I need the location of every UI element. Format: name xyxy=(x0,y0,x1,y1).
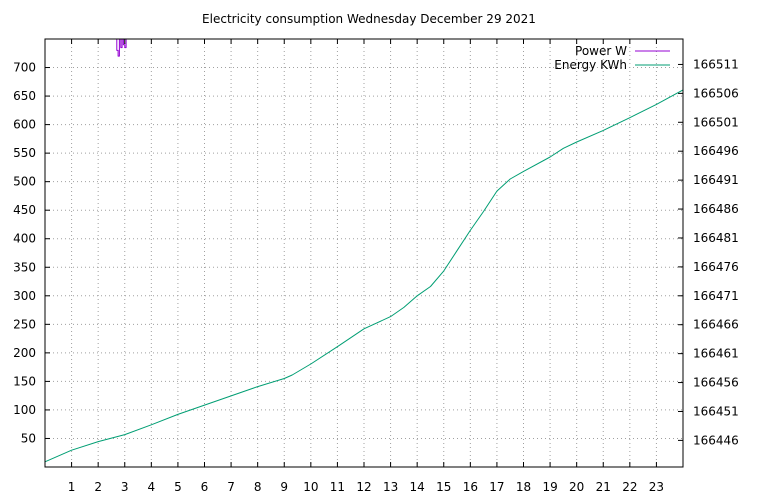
y-right-tick-label: 166476 xyxy=(693,260,739,274)
x-tick-label: 16 xyxy=(463,480,478,494)
y-right-tick-label: 166451 xyxy=(693,404,739,418)
y-left-tick-label: 50 xyxy=(21,431,36,445)
x-tick-label: 9 xyxy=(280,480,288,494)
x-tick-label: 5 xyxy=(174,480,182,494)
y-left-tick-label: 300 xyxy=(13,289,36,303)
x-tick-label: 18 xyxy=(516,480,531,494)
y-right-tick-label: 166501 xyxy=(693,115,739,129)
x-tick-label: 7 xyxy=(227,480,235,494)
x-tick-label: 10 xyxy=(303,480,318,494)
y-right-tick-label: 166486 xyxy=(693,202,739,216)
grid-lines xyxy=(45,39,683,467)
x-tick-label: 21 xyxy=(596,480,611,494)
y-left-tick-label: 700 xyxy=(13,61,36,75)
y-right-tick-label: 166471 xyxy=(693,289,739,303)
y-left-tick-label: 650 xyxy=(13,89,36,103)
x-tick-label: 6 xyxy=(201,480,209,494)
legend-energy-label: Energy KWh xyxy=(554,58,627,72)
y-left-tick-label: 250 xyxy=(13,317,36,331)
y-left-tick-label: 200 xyxy=(13,346,36,360)
legend: Power W Energy KWh xyxy=(554,44,670,72)
x-tick-label: 4 xyxy=(148,480,156,494)
x-tick-label: 20 xyxy=(569,480,584,494)
x-tick-label: 8 xyxy=(254,480,262,494)
x-tick-label: 14 xyxy=(410,480,425,494)
y-right-tick-label: 166461 xyxy=(693,347,739,361)
plot-frame xyxy=(44,38,684,468)
y-right-tick-label: 166491 xyxy=(693,173,739,187)
y-right-tick-label: 166446 xyxy=(693,433,739,447)
y-left-tick-label: 550 xyxy=(13,146,36,160)
y-left-tick-labels: 50 100 150 200 250 300 350 400 450 500 550 600 650 70… xyxy=(13,61,36,446)
y-right-tick-label: 166506 xyxy=(693,86,739,100)
series-line-power xyxy=(116,38,127,57)
x-tick-labels: 1 2 3 4 5 6 7 8 9 10 11 12 13 14 15 16 17 18 19 20 21 22 23 xyxy=(68,480,664,494)
x-tick-label: 17 xyxy=(489,480,504,494)
y-left-tick-label: 400 xyxy=(13,232,36,246)
series-lines xyxy=(44,38,684,463)
y-right-tick-label: 166496 xyxy=(693,144,739,158)
legend-power-label: Power W xyxy=(575,44,627,58)
y-left-tick-label: 150 xyxy=(13,374,36,388)
x-tick-label: 19 xyxy=(542,480,557,494)
x-tick-label: 15 xyxy=(436,480,451,494)
x-tick-label: 23 xyxy=(649,480,664,494)
x-tick-label: 2 xyxy=(94,480,102,494)
y-left-tick-label: 600 xyxy=(13,118,36,132)
x-tick-label: 12 xyxy=(356,480,371,494)
series-line-energy xyxy=(44,89,684,463)
y-right-tick-labels: 166446 166451 166456 166461 166466 166471 1664… xyxy=(693,57,739,447)
y-left-tick-label: 350 xyxy=(13,260,36,274)
y-left-tick-label: 100 xyxy=(13,403,36,417)
chart-title: Electricity consumption Wednesday Decemb… xyxy=(202,12,536,26)
y-right-tick-label: 166456 xyxy=(693,376,739,390)
x-tick-label: 11 xyxy=(330,480,345,494)
x-tick-label: 13 xyxy=(383,480,398,494)
x-tick-label: 3 xyxy=(121,480,129,494)
y-left-tick-label: 500 xyxy=(13,175,36,189)
x-tick-label: 1 xyxy=(68,480,76,494)
y-right-tick-label: 166511 xyxy=(693,57,739,71)
y-right-tick-label: 166481 xyxy=(693,231,739,245)
axis-ticks xyxy=(45,39,683,467)
x-tick-label: 22 xyxy=(622,480,637,494)
y-left-tick-label: 450 xyxy=(13,203,36,217)
y-right-tick-label: 166466 xyxy=(693,318,739,332)
